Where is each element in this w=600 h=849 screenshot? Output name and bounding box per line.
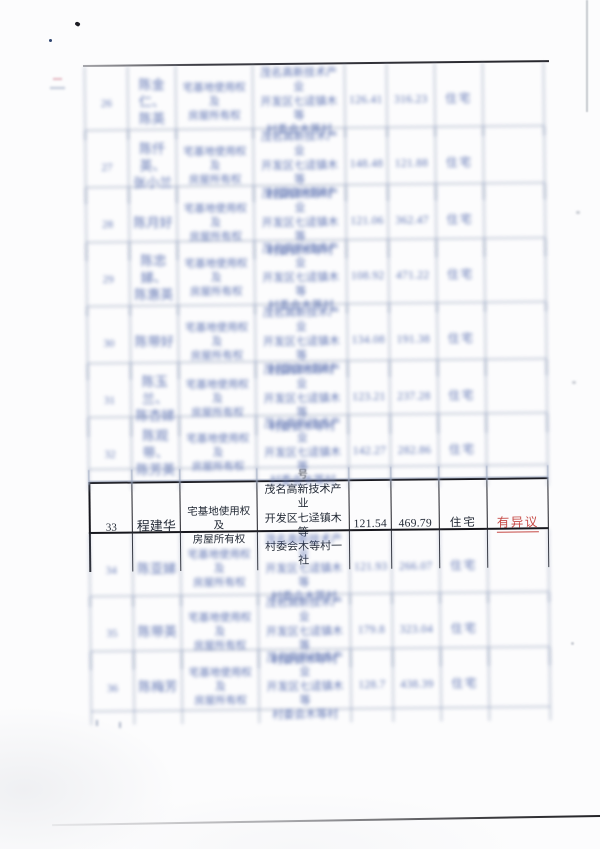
owner-name-cell: 陈忠娣、 陈惠英 [129, 242, 179, 317]
area2-cell [391, 466, 440, 482]
owner-name-cell: 陈梅芳 [134, 651, 183, 725]
owner-name-cell [132, 469, 181, 485]
scan-speck [571, 642, 574, 645]
land-register-table: 26 陈金仁、 陈英 宅基地使用权及 房屋所有权 茂名高新技术产业 开发区七迳镇… [82, 60, 551, 726]
table-row: 26 陈金仁、 陈英 宅基地使用权及 房屋所有权 茂名高新技术产业 开发区七迳镇… [84, 62, 545, 141]
table-row: 30 陈带好 宅基地使用权及 房屋所有权 茂名高新技术产业 开发区七迳镇木等 村… [86, 302, 548, 381]
area1-cell: 108.92 [346, 239, 390, 314]
ink-speck [49, 39, 52, 42]
area1-cell: 126.41 [344, 63, 388, 138]
scan-tick [96, 720, 98, 726]
table-row: 32 陈观带、 陈芳英 宅基地使用权及 房屋所有权 茂名高新技术产业 开发区七迳… [87, 413, 549, 492]
page-fold-line [52, 815, 600, 827]
table-row: 28 陈月好 宅基地使用权及 房屋所有权 茂名高新技术产业 开发区七迳镇木等 村… [85, 183, 547, 262]
scan-tick [119, 722, 121, 728]
area2-cell: 438.39 [393, 648, 442, 723]
page-edge-line [586, 0, 588, 112]
ink-speck [74, 20, 81, 28]
remark-cell [482, 62, 545, 137]
area2-cell: 316.23 [386, 63, 436, 138]
table-row: 35 陈带英 宅基地使用权及 房屋所有权 茂名高新技术产业 开发区七迳镇木等 村… [89, 592, 551, 671]
pink-smudge [53, 78, 62, 80]
use-type-cell [439, 465, 488, 482]
table-row: 29 陈忠娣、 陈惠英 宅基地使用权及 房屋所有权 茂名高新技术产业 开发区七迳… [85, 238, 547, 317]
area1-cell [349, 466, 392, 483]
seq-cell [88, 469, 133, 485]
use-type-cell: 住宅 [441, 647, 490, 722]
scan-speck [572, 381, 576, 384]
seq-cell: 36 [90, 651, 135, 726]
area2-cell: 471.22 [388, 239, 438, 314]
remark-cell [489, 647, 551, 722]
use-type-cell: 住宅 [434, 62, 484, 137]
rights-type-cell [180, 468, 258, 485]
table-row: 34 陈亚娣 宅基地使用权及 房屋所有权 茂名高新技术产业 开发区七迳镇木等 村… [88, 529, 550, 608]
scan-speck [576, 211, 580, 214]
owner-name-cell: 陈金仁、 陈英 [127, 66, 177, 141]
table-row: 27 陈仟英、 张小兰 宅基地使用权及 房屋所有权 茂名高新技术产业 开发区七迳… [84, 126, 546, 205]
remark-cell [487, 465, 549, 481]
use-type-cell: 住宅 [436, 238, 486, 313]
seq-cell: 29 [85, 242, 131, 317]
location-overflow-cell: 号 [257, 467, 350, 484]
location-cell: 茂名高新技术产业 开发区七迳镇木等 村委会木等村 [259, 649, 352, 724]
rights-type-cell: 宅基地使用权及 房屋所有权 [182, 650, 260, 725]
table-row: 36 陈梅芳 宅基地使用权及 房屋所有权 茂名高新技术产业 开发区七迳镇木等 村… [90, 647, 551, 726]
gray-smudge [50, 87, 65, 89]
table-row: 31 陈玉兰、 陈杏娣 宅基地使用权及 房屋所有权 茂名高新技术产业 开发区七迳… [87, 359, 548, 438]
seq-cell: 26 [84, 66, 129, 141]
remark-cell [484, 238, 547, 313]
area1-cell: 128.7 [351, 648, 394, 723]
